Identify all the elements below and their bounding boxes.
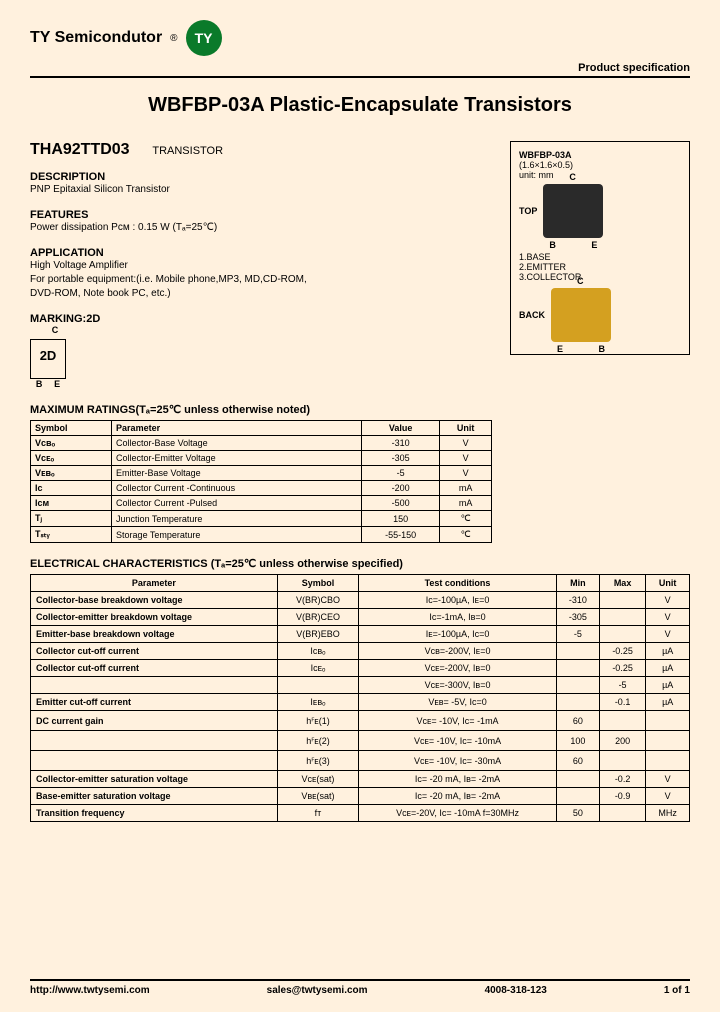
part-number: THA92TTD03	[30, 141, 130, 159]
marking-heading: MARKING:2D	[30, 313, 498, 325]
footer-url: http://www.twtysemi.com	[30, 985, 150, 996]
footer-phone: 4008-318-123	[485, 985, 547, 996]
header: TY Semicondutor ® TY	[30, 20, 690, 56]
chip-back-icon	[551, 288, 611, 342]
table-row: Emitter-base breakdown voltageV(BR)EBOIᴇ…	[31, 626, 690, 643]
table-row: VᴄᴇₒCollector-Emitter Voltage-305V	[31, 451, 492, 466]
page: TY Semicondutor ® TY Product specificati…	[0, 0, 720, 1012]
table-row: Vᴄᴇ=-300V, Iʙ=0-5µA	[31, 677, 690, 694]
part-type: TRANSISTOR	[152, 145, 223, 157]
footer: http://www.twtysemi.com sales@twtysemi.c…	[30, 979, 690, 996]
description-text: PNP Epitaxial Silicon Transistor	[30, 183, 498, 197]
table-row: Base-emitter saturation voltageVʙᴇ(sat)I…	[31, 788, 690, 805]
table-row: Collector cut-off currentIᴄʙₒVᴄʙ=-200V, …	[31, 643, 690, 660]
application-heading: APPLICATION	[30, 247, 498, 259]
table-header: Test conditions	[359, 575, 557, 592]
table-header: Parameter	[112, 421, 362, 436]
application-line3: DVD-ROM, Note book PC, etc.)	[30, 287, 498, 301]
table-row: Collector-base breakdown voltageV(BR)CBO…	[31, 592, 690, 609]
table-row: DC current gainhꟳᴇ(1)Vᴄᴇ= -10V, Iᴄ= -1mA…	[31, 711, 690, 731]
application-line2: For portable equipment:(i.e. Mobile phon…	[30, 273, 498, 287]
table-row: IᴄᴍCollector Current -Pulsed-500mA	[31, 496, 492, 511]
description-heading: DESCRIPTION	[30, 171, 498, 183]
marking-pin-c: C	[30, 325, 80, 335]
marking-box: 2D	[30, 339, 66, 379]
logo-icon: TY	[186, 20, 222, 56]
table-header: Symbol	[31, 421, 112, 436]
table-row: Collector cut-off currentIᴄᴇₒVᴄᴇ=-200V, …	[31, 660, 690, 677]
table-row: Collector-emitter saturation voltageVᴄᴇ(…	[31, 771, 690, 788]
table-row: hꟳᴇ(3)Vᴄᴇ= -10V, Iᴄ= -30mA60	[31, 751, 690, 771]
package-name: WBFBP-03A	[519, 150, 681, 160]
page-title: WBFBP-03A Plastic-Encapsulate Transistor…	[30, 94, 690, 117]
part-row: THA92TTD03 TRANSISTOR	[30, 141, 498, 159]
elec-table: ParameterSymbolTest conditionsMinMaxUnit…	[30, 574, 690, 822]
table-row: TⱼJunction Temperature150℃	[31, 511, 492, 527]
package-unit: unit: mm	[519, 170, 681, 180]
table-header: Parameter	[31, 575, 278, 592]
marking-diagram: C 2D B E	[30, 325, 80, 389]
package-dims: (1.6×1.6×0.5)	[519, 160, 681, 170]
application-line1: High Voltage Amplifier	[30, 259, 498, 273]
chip-top-icon	[543, 184, 603, 238]
company-name: TY Semicondutor	[30, 29, 162, 47]
table-row: Transition frequencyfᴛVᴄᴇ=-20V, Iᴄ= -10m…	[31, 805, 690, 822]
table-row: VᴇʙₒEmitter-Base Voltage-5V	[31, 466, 492, 481]
table-row: hꟳᴇ(2)Vᴄᴇ= -10V, Iᴄ= -10mA100200	[31, 731, 690, 751]
content: THA92TTD03 TRANSISTOR DESCRIPTION PNP Ep…	[30, 141, 690, 389]
features-heading: FEATURES	[30, 209, 498, 221]
marking-pin-b: B	[36, 379, 43, 389]
table-header: Value	[362, 421, 440, 436]
pin-list: 1.BASE 2.EMITTER 3.COLLECTOR	[519, 252, 681, 282]
table-header: Min	[556, 575, 599, 592]
table-header: Unit	[646, 575, 690, 592]
table-row: VᴄʙₒCollector-Base Voltage-310V	[31, 436, 492, 451]
top-view: TOP C B E	[519, 184, 681, 238]
features-text: Power dissipation Pᴄᴍ : 0.15 W (Tₐ=25℃)	[30, 221, 498, 235]
max-ratings-heading: MAXIMUM RATINGS(Tₐ=25℃ unless otherwise …	[30, 403, 690, 416]
table-row: Collector-emitter breakdown voltageV(BR)…	[31, 609, 690, 626]
table-row: Emitter cut-off currentIᴇʙₒVᴇʙ= -5V, Iᴄ=…	[31, 694, 690, 711]
table-header: Unit	[440, 421, 492, 436]
max-ratings-table: SymbolParameterValueUnit VᴄʙₒCollector-B…	[30, 420, 492, 543]
marking-pin-e: E	[54, 379, 60, 389]
elec-heading: ELECTRICAL CHARACTERISTICS (Tₐ=25℃ unles…	[30, 557, 690, 570]
table-row: IᴄCollector Current -Continuous-200mA	[31, 481, 492, 496]
table-row: TₛₜᵧStorage Temperature-55-150℃	[31, 527, 492, 543]
back-view: BACK C E B	[519, 288, 681, 342]
registered-icon: ®	[170, 33, 177, 44]
left-column: THA92TTD03 TRANSISTOR DESCRIPTION PNP Ep…	[30, 141, 498, 389]
divider	[30, 76, 690, 78]
footer-page: 1 of 1	[664, 985, 690, 996]
package-box: WBFBP-03A (1.6×1.6×0.5) unit: mm TOP C B…	[510, 141, 690, 389]
table-header: Max	[599, 575, 646, 592]
footer-email: sales@twtysemi.com	[267, 985, 368, 996]
spec-label: Product specification	[30, 62, 690, 74]
table-header: Symbol	[277, 575, 358, 592]
